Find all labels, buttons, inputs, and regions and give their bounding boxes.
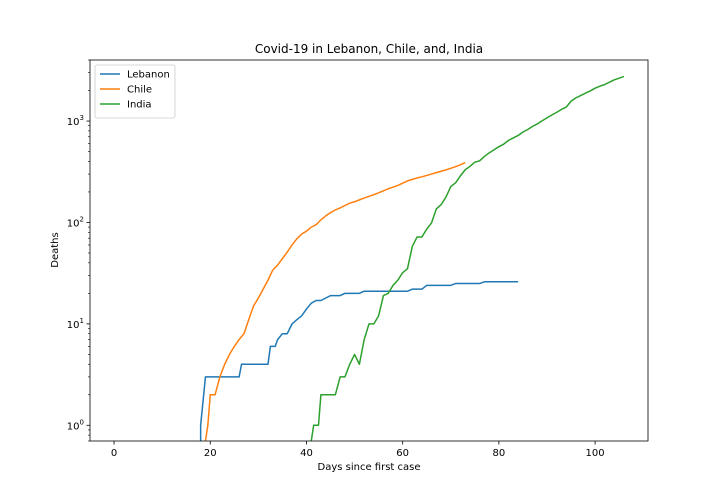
legend-label-lebanon: Lebanon	[127, 70, 170, 81]
x-tick-label: 60	[396, 448, 409, 459]
series-line-india	[310, 75, 625, 441]
legend-label-chile: Chile	[127, 85, 152, 96]
plot-frame	[89, 59, 649, 442]
y-tick-label: 100	[67, 418, 84, 432]
x-tick-label: 80	[493, 448, 506, 459]
x-tick-label: 100	[586, 448, 605, 459]
legend-label-india: India	[127, 100, 152, 111]
y-axis: 100 101 102 103	[67, 59, 90, 442]
x-axis: 0 20 40 60 80 100	[111, 441, 605, 459]
x-axis-label: Days since first case	[318, 462, 421, 473]
y-tick-label: 102	[67, 215, 84, 229]
series-layer	[199, 75, 625, 441]
y-tick-label: 101	[67, 317, 84, 331]
y-axis-label: Deaths	[50, 232, 61, 267]
y-tick-label: 103	[67, 114, 84, 128]
legend: Lebanon Chile India	[94, 64, 176, 119]
series-line-lebanon	[199, 281, 519, 441]
x-tick-label: 40	[300, 448, 313, 459]
x-tick-label: 20	[204, 448, 217, 459]
series-line-chile	[204, 161, 466, 441]
chart-title: Covid-19 in Lebanon, Chile, and, India	[255, 42, 483, 56]
x-tick-label: 0	[111, 448, 117, 459]
